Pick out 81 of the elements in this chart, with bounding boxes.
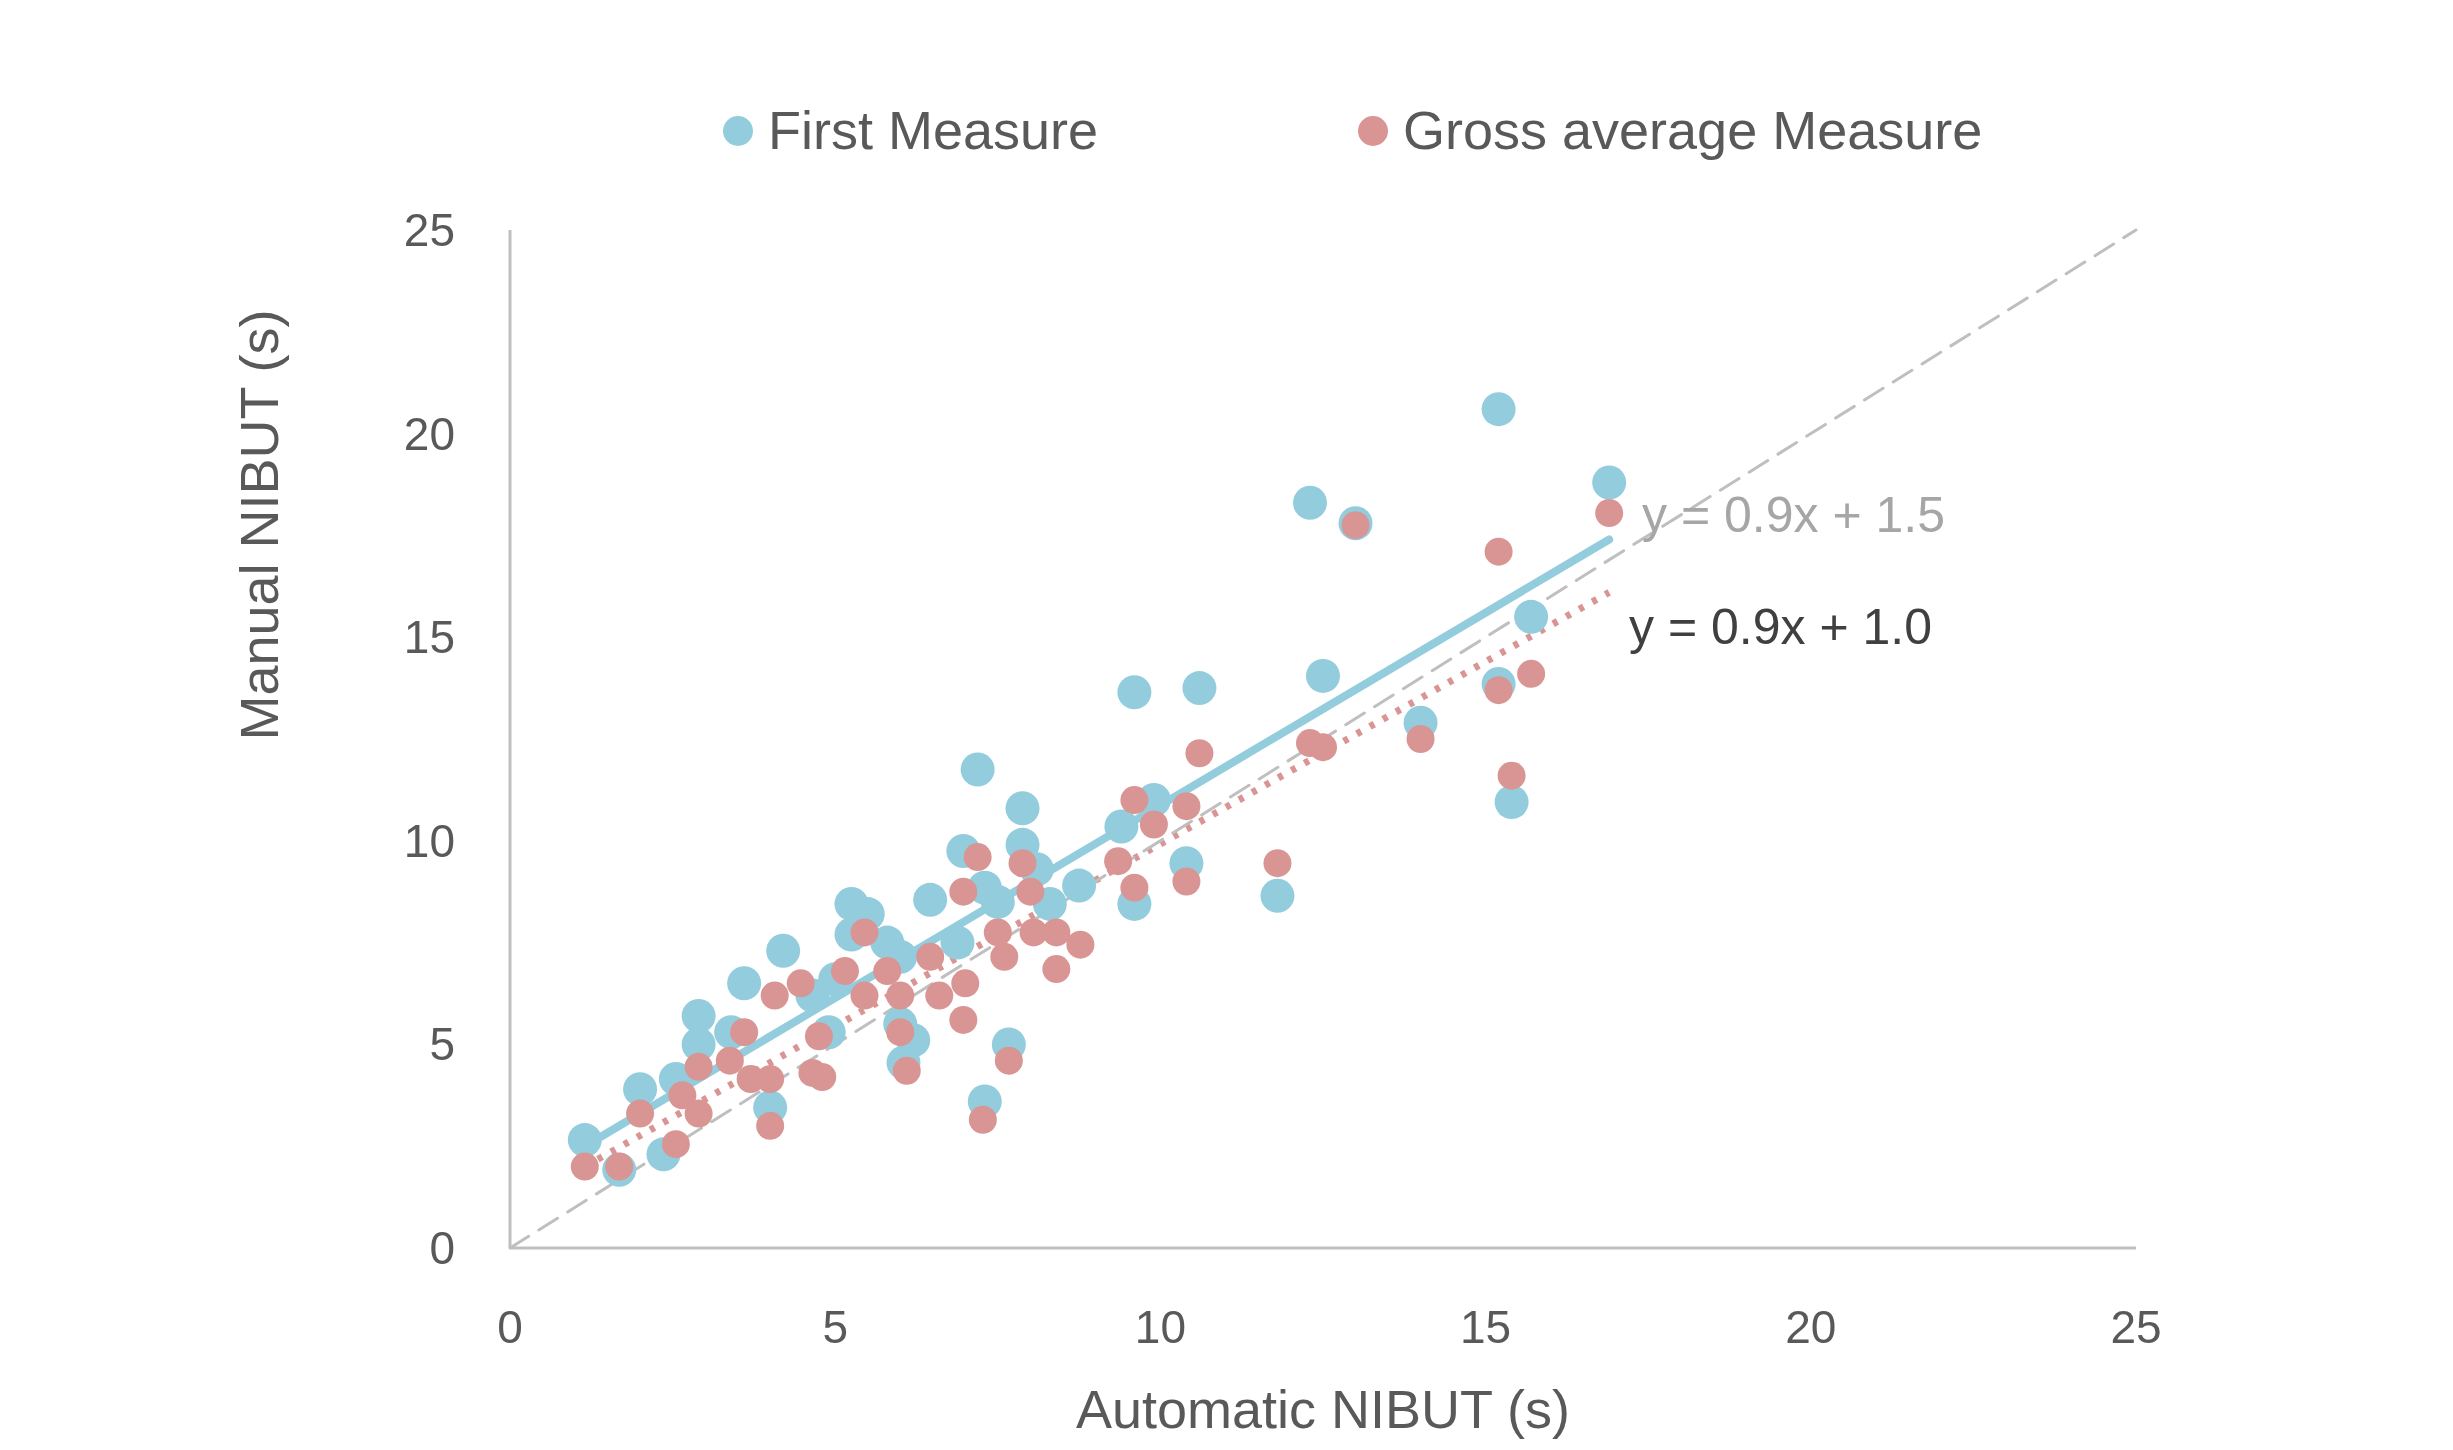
- point: [940, 925, 975, 960]
- y-tick-label: 10: [403, 814, 455, 867]
- point: [1309, 733, 1337, 762]
- point: [1292, 485, 1327, 520]
- point: [756, 1111, 785, 1140]
- point: [994, 1046, 1023, 1075]
- point: [626, 1099, 655, 1128]
- point: [766, 933, 801, 968]
- annotation: y = 0.9x + 1.5: [1642, 487, 1945, 543]
- point: [990, 942, 1019, 971]
- point: [980, 884, 1015, 919]
- point: [916, 942, 945, 971]
- point: [1172, 792, 1201, 821]
- x-tick-label: 20: [1785, 1301, 1837, 1353]
- point: [1517, 659, 1546, 688]
- y-axis-title: Manual NIBUT (s): [229, 309, 289, 741]
- legend-label: First Measure: [768, 100, 1099, 160]
- point: [1008, 849, 1037, 878]
- point: [949, 1005, 978, 1034]
- x-tick-label: 25: [2110, 1301, 2162, 1353]
- point: [730, 1018, 759, 1047]
- point: [1406, 725, 1435, 753]
- point: [963, 843, 992, 872]
- y-tick-label: 25: [403, 204, 455, 256]
- point: [1104, 847, 1133, 876]
- point: [681, 998, 716, 1033]
- point: [1117, 675, 1152, 710]
- point: [1016, 877, 1045, 906]
- point: [1484, 537, 1513, 566]
- annotation: y = 0.9x + 1.0: [1629, 599, 1932, 655]
- point: [1260, 878, 1295, 913]
- point: [1494, 785, 1529, 820]
- x-tick-label: 5: [822, 1301, 848, 1353]
- point: [1306, 658, 1340, 693]
- point: [886, 981, 915, 1010]
- point: [968, 1105, 997, 1134]
- point: [1514, 599, 1549, 634]
- point: [715, 1046, 744, 1075]
- point: [1595, 499, 1624, 527]
- point: [668, 1081, 697, 1110]
- point: [1481, 392, 1516, 427]
- point: [1066, 930, 1095, 959]
- point: [1120, 873, 1149, 902]
- y-tick-label: 20: [403, 407, 455, 460]
- point: [1042, 918, 1071, 947]
- point: [1172, 867, 1201, 896]
- point: [1592, 465, 1627, 500]
- point: [1185, 739, 1214, 768]
- point: [567, 1123, 602, 1158]
- point: [684, 1099, 713, 1128]
- y-tick-label: 5: [429, 1018, 455, 1071]
- point: [1120, 786, 1149, 815]
- point: [760, 981, 789, 1010]
- point: [983, 918, 1012, 947]
- point: [850, 981, 879, 1010]
- point: [960, 752, 995, 787]
- point: [1182, 671, 1217, 706]
- point: [913, 882, 948, 917]
- point: [570, 1152, 599, 1181]
- point: [1497, 761, 1526, 790]
- point: [850, 918, 879, 947]
- point: [873, 957, 902, 986]
- x-tick-label: 15: [1460, 1301, 1512, 1353]
- x-tick-label: 10: [1134, 1301, 1186, 1353]
- x-axis-title: Automatic NIBUT (s): [1075, 1379, 1571, 1439]
- point: [1139, 810, 1168, 839]
- point: [727, 966, 762, 1001]
- point: [1042, 955, 1071, 984]
- point: [684, 1052, 713, 1081]
- point: [1484, 676, 1513, 705]
- point: [949, 877, 978, 906]
- point: [1005, 791, 1040, 826]
- point: [1062, 868, 1097, 903]
- point: [1263, 849, 1292, 878]
- point: [1104, 809, 1139, 844]
- x-tick-label: 0: [497, 1301, 523, 1353]
- point: [925, 981, 954, 1010]
- point: [951, 969, 980, 998]
- y-tick-label: 15: [403, 611, 455, 664]
- legend-label: Gross average Measure: [1403, 100, 1983, 160]
- y-tick-label: 0: [429, 1222, 455, 1274]
